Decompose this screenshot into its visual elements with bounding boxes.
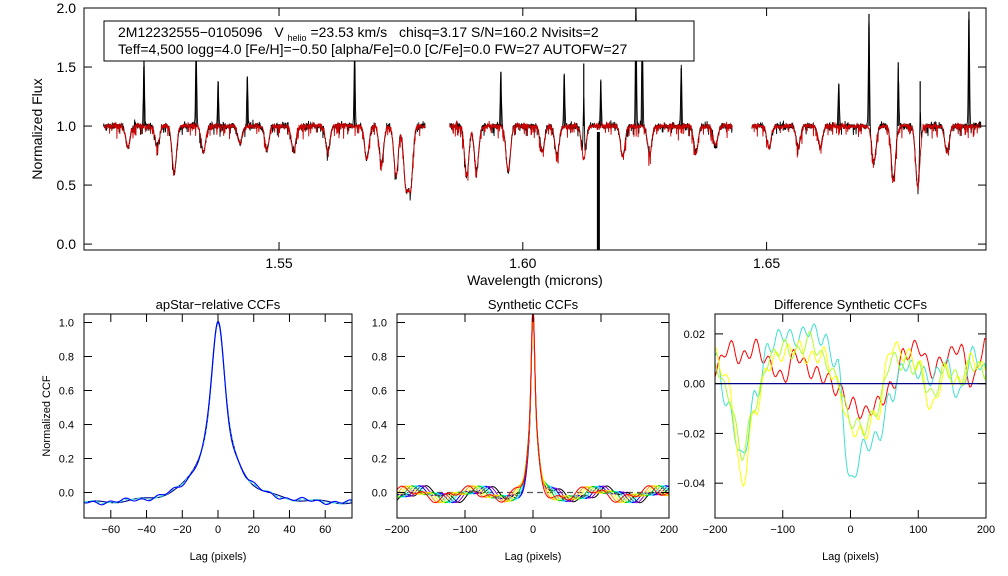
info-line-2: Teff=4,500 logg=4.0 [Fe/H]=−0.50 [alpha/… <box>118 41 627 57</box>
synthetic-series-1 <box>397 314 669 504</box>
y-tick-label: 1.0 <box>57 118 77 134</box>
info-line-1: 2M12232555−0105096 V helio =23.53 km/s c… <box>118 24 599 44</box>
y-tick-label: 0.8 <box>59 351 74 363</box>
y-tick-label: 0.2 <box>59 453 74 465</box>
y-tick-label: 1.0 <box>59 317 74 329</box>
apstar-ccf-ticks: −60 −40 −20 0 20 40 60 0.0 0.2 0.4 0.6 0.8 1.0 <box>59 314 352 536</box>
x-tick-label: 60 <box>319 524 331 536</box>
difference-ccf-ticks: −200 −100 0 100 200 −0.04 −0.02 0.00 0.02 <box>677 314 995 536</box>
v-subscript: helio <box>288 33 307 43</box>
info-stats: chisq=3.17 S/N=160.2 Nvisits=2 <box>399 24 599 40</box>
object-id: 2M12232555−0105096 <box>118 24 263 40</box>
y-tick-label: 0.0 <box>59 487 74 499</box>
x-tick-label: 0 <box>215 524 221 536</box>
x-tick-label: 100 <box>592 524 610 536</box>
y-tick-label: 0.0 <box>57 236 77 252</box>
y-tick-label: 0.0 <box>372 487 387 499</box>
y-tick-label: 1.5 <box>57 59 77 75</box>
y-tick-label: 1.0 <box>372 317 387 329</box>
y-tick-label: 0.8 <box>372 351 387 363</box>
difference-ccf-panel: Difference Synthetic CCFs −200 −100 0 100 20… <box>677 297 995 563</box>
v-label: V <box>274 24 284 40</box>
spectrum-axes-frame <box>83 7 987 251</box>
apstar-ccf-y-label: Normalized CCF <box>41 375 53 457</box>
difference-series-1 <box>715 338 986 420</box>
synthetic-series-3 <box>397 314 669 504</box>
y-tick-label: 0.2 <box>372 453 387 465</box>
spectrum-lines <box>103 8 982 250</box>
spectrum-panel: 1.55 1.60 1.65 0.0 0.5 1.0 1.5 2.0 2M12232555−0… <box>29 0 987 288</box>
difference-ccf-lines <box>715 323 986 488</box>
spectrum-x-label: Wavelength (microns) <box>467 272 603 288</box>
x-tick-label: −200 <box>703 524 728 536</box>
synthetic-series-6 <box>397 314 669 504</box>
x-tick-label: 0 <box>847 524 853 536</box>
x-tick-label: 1.65 <box>753 255 780 271</box>
y-tick-label: 0.4 <box>372 419 387 431</box>
x-tick-label: 0 <box>530 524 536 536</box>
spectrum-ticks: 1.55 1.60 1.65 0.0 0.5 1.0 1.5 2.0 <box>57 0 986 271</box>
x-tick-label: 200 <box>660 524 678 536</box>
x-tick-label: 20 <box>248 524 260 536</box>
synthetic-series-8 <box>397 314 669 504</box>
difference-ccf-title: Difference Synthetic CCFs <box>774 297 927 312</box>
x-tick-label: 100 <box>909 524 927 536</box>
y-tick-label: 0.00 <box>684 379 705 391</box>
v-value: =23.53 km/s <box>310 24 387 40</box>
x-tick-label: −20 <box>173 524 192 536</box>
y-tick-label: −0.02 <box>677 428 705 440</box>
difference-series-4 <box>715 330 986 462</box>
y-tick-label: 0.6 <box>59 385 74 397</box>
synthetic-series-7 <box>397 314 669 504</box>
synthetic-ccf-ticks: −200 −100 0 100 200 0.0 0.2 0.4 0.6 0.8 1.0 <box>372 314 678 536</box>
x-tick-label: 1.55 <box>265 255 292 271</box>
synthetic-ccf-lines <box>397 314 669 504</box>
synthetic-ccf-x-label: Lag (pixels) <box>505 551 562 563</box>
x-tick-label: 1.60 <box>509 255 536 271</box>
y-tick-label: −0.04 <box>677 478 705 490</box>
y-tick-label: 2.0 <box>57 0 77 16</box>
x-tick-label: −100 <box>453 524 478 536</box>
model-spectrum-chip-2 <box>449 120 733 181</box>
apstar-ccf-title: apStar−relative CCFs <box>156 297 281 312</box>
info-box <box>103 20 695 62</box>
x-tick-label: −200 <box>385 524 410 536</box>
spectrum-clip-group <box>103 8 982 250</box>
spectrum-y-label: Normalized Flux <box>29 78 45 179</box>
y-tick-label: 0.4 <box>59 419 74 431</box>
difference-ccf-x-label: Lag (pixels) <box>822 551 879 563</box>
x-tick-label: 200 <box>977 524 995 536</box>
x-tick-label: −40 <box>137 524 156 536</box>
x-tick-label: −100 <box>770 524 795 536</box>
model-spectrum-chip-3 <box>751 122 982 191</box>
synthetic-ccf-title: Synthetic CCFs <box>488 297 579 312</box>
y-tick-label: 0.5 <box>57 177 77 193</box>
y-tick-label: 0.02 <box>684 329 705 341</box>
apstar-ccf-panel: apStar−relative CCFs −60 −40 −20 0 20 40 60 0.0… <box>41 297 353 563</box>
model-spectrum-chip-1 <box>103 121 426 195</box>
y-tick-label: 0.6 <box>372 385 387 397</box>
apstar-ccf-x-label: Lag (pixels) <box>190 551 247 563</box>
x-tick-label: −60 <box>101 524 120 536</box>
x-tick-label: 40 <box>283 524 295 536</box>
synthetic-ccf-panel: Synthetic CCFs −200 −100 0 100 200 0.0 0.2 0.4 0… <box>372 297 678 563</box>
